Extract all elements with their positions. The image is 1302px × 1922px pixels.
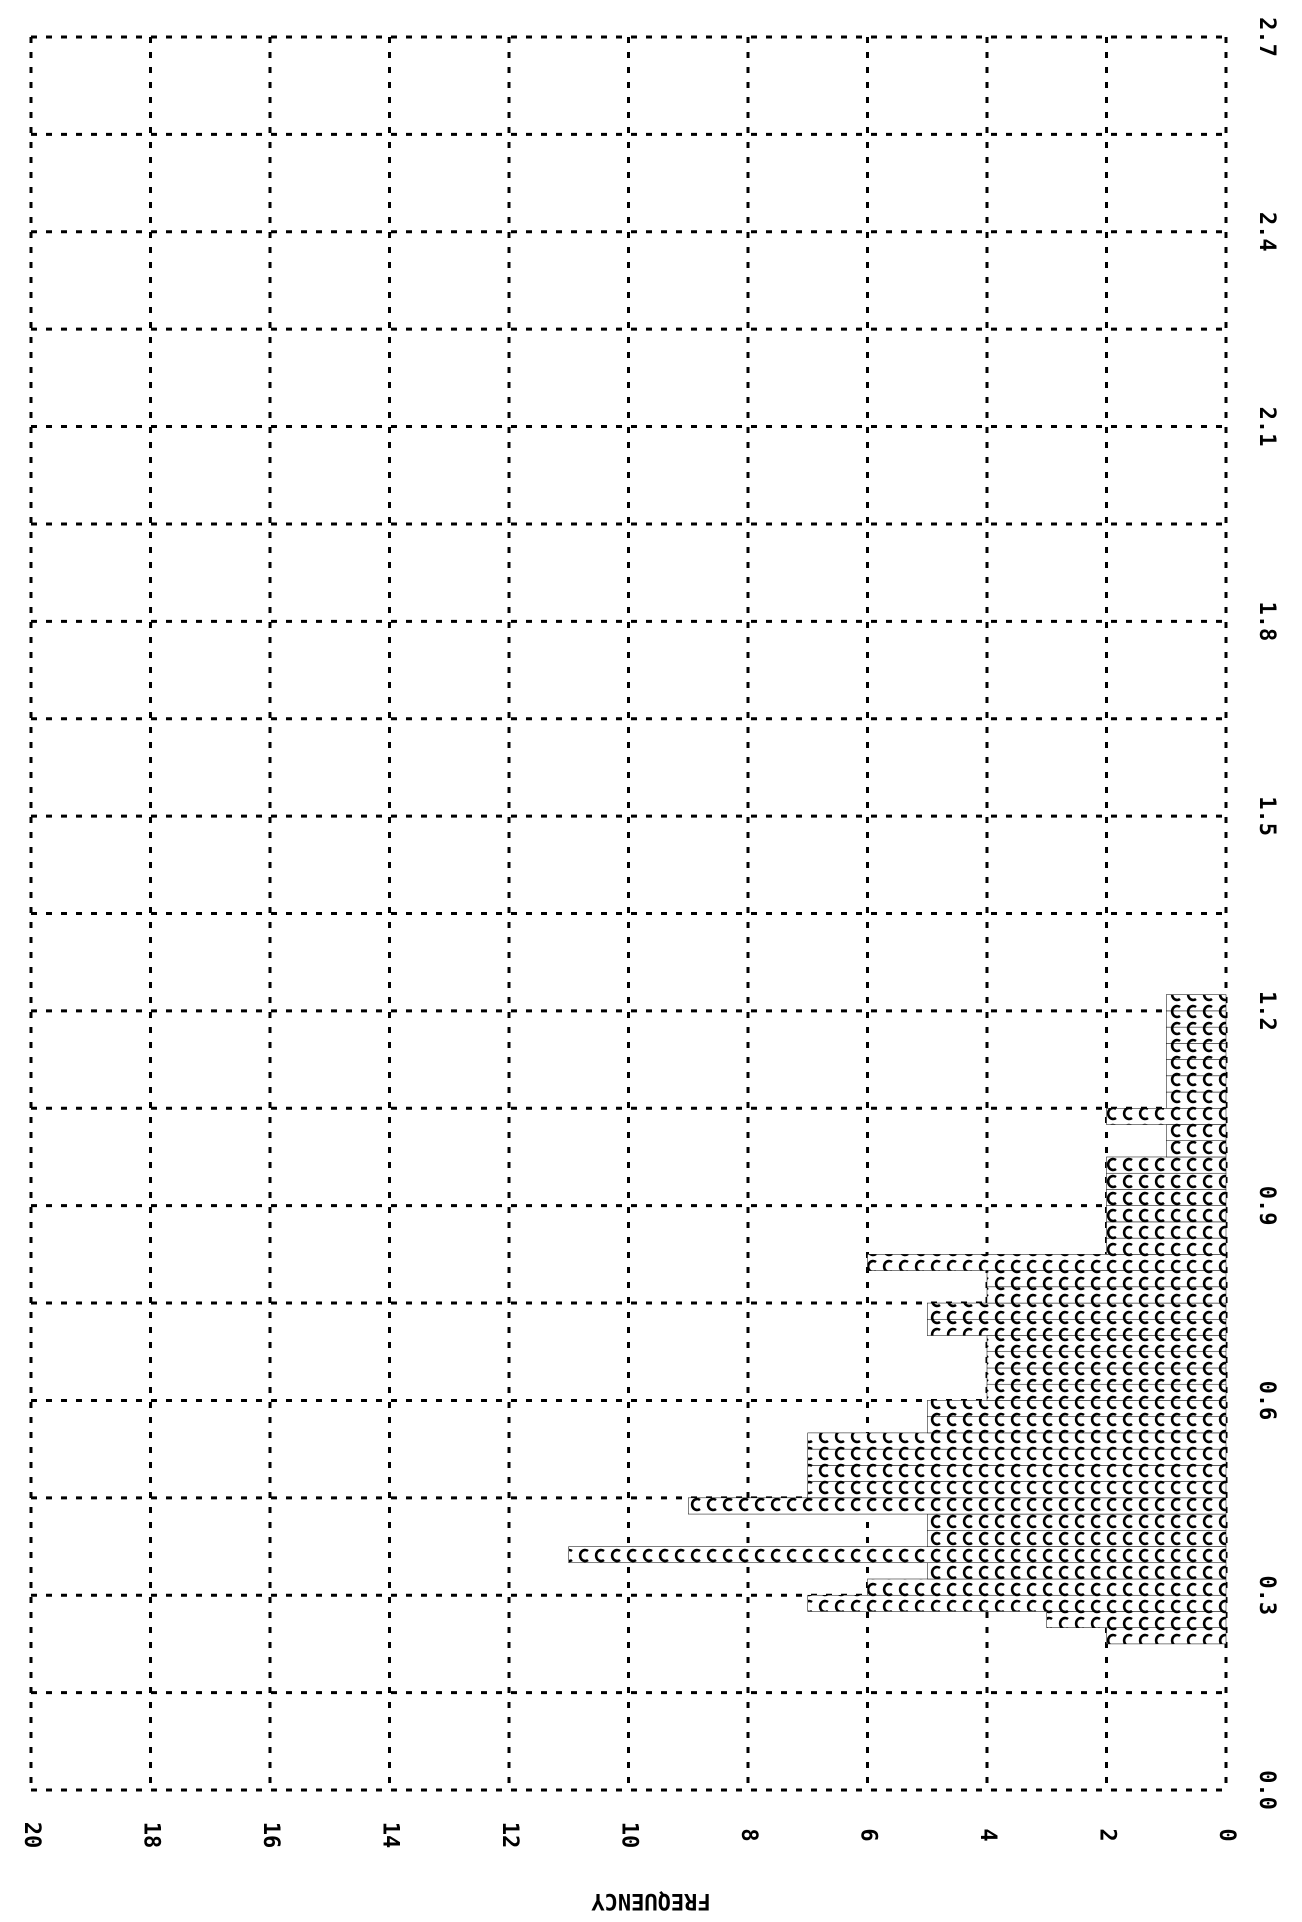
- bar: [927, 1400, 1226, 1416]
- y-tick-label: 14: [378, 1822, 403, 1849]
- bar: [1166, 1027, 1226, 1043]
- x-tick-label: 0.0: [1254, 1770, 1279, 1810]
- bar: [808, 1595, 1226, 1611]
- bar: [987, 1271, 1226, 1287]
- x-tick-label: 2.1: [1254, 407, 1279, 447]
- x-tick-label: 0.6: [1254, 1381, 1279, 1421]
- bar: [927, 1417, 1226, 1433]
- bar: [808, 1482, 1226, 1498]
- x-tick-label: 0.3: [1254, 1575, 1279, 1615]
- bar: [927, 1530, 1226, 1546]
- x-tick-label: 2.4: [1254, 212, 1279, 252]
- y-tick-label: 18: [139, 1822, 164, 1849]
- bar: [927, 1319, 1226, 1335]
- bar: [1107, 1206, 1227, 1222]
- bar: [1107, 1189, 1227, 1205]
- bar: [1166, 1076, 1226, 1092]
- x-tick-label: 1.2: [1254, 991, 1279, 1031]
- y-tick-label: 6: [856, 1828, 881, 1841]
- bar: [987, 1384, 1226, 1400]
- bar: [1107, 1173, 1227, 1189]
- bar: [987, 1368, 1226, 1384]
- x-tick-label: 1.5: [1254, 796, 1279, 836]
- bar: [987, 1287, 1226, 1303]
- bar: [1107, 1238, 1227, 1254]
- bar: [808, 1449, 1226, 1465]
- bar: [1107, 1157, 1227, 1173]
- page: {"chart_data": {"type": "histogram", "or…: [0, 0, 1302, 1922]
- bar: [1166, 1011, 1226, 1027]
- bar: [1166, 1125, 1226, 1141]
- bar: [1047, 1611, 1226, 1627]
- bar: [1107, 1222, 1227, 1238]
- bar: [688, 1498, 1226, 1514]
- x-tick-label: 1.8: [1254, 601, 1279, 641]
- bar: [1166, 1060, 1226, 1076]
- bar: [987, 1352, 1226, 1368]
- bar: [1166, 1141, 1226, 1157]
- y-tick-label: 0: [1214, 1828, 1239, 1841]
- bar: [1166, 995, 1226, 1011]
- bar: [808, 1433, 1226, 1449]
- bar: [927, 1303, 1226, 1319]
- bar: [987, 1336, 1226, 1352]
- y-tick-label: 20: [19, 1822, 44, 1849]
- y-tick-label: 2: [1095, 1828, 1120, 1841]
- y-tick-label: 16: [258, 1822, 283, 1849]
- bar: [868, 1579, 1227, 1595]
- x-tick-label: 2.7: [1254, 17, 1279, 57]
- bar: [1107, 1628, 1227, 1644]
- bar: [868, 1254, 1227, 1270]
- bar: [927, 1514, 1226, 1530]
- bar: [569, 1547, 1226, 1563]
- bar: [1107, 1108, 1227, 1124]
- bar: [927, 1563, 1226, 1579]
- bar: [1166, 1092, 1226, 1108]
- x-axis-title: FREQUENCY: [591, 1888, 711, 1913]
- y-tick-label: 10: [617, 1822, 642, 1849]
- y-tick-label: 12: [497, 1822, 522, 1849]
- x-tick-label: 0.9: [1254, 1186, 1279, 1226]
- y-tick-label: 8: [736, 1828, 761, 1841]
- chart: FREQUENCY 0.0 0.3 0.6 0.9 1.2 1.5 1.8 2.1 2.4 2.7…: [0, 0, 1302, 1922]
- bar: [808, 1465, 1226, 1481]
- y-tick-label: 4: [975, 1828, 1000, 1841]
- bar: [1166, 1043, 1226, 1059]
